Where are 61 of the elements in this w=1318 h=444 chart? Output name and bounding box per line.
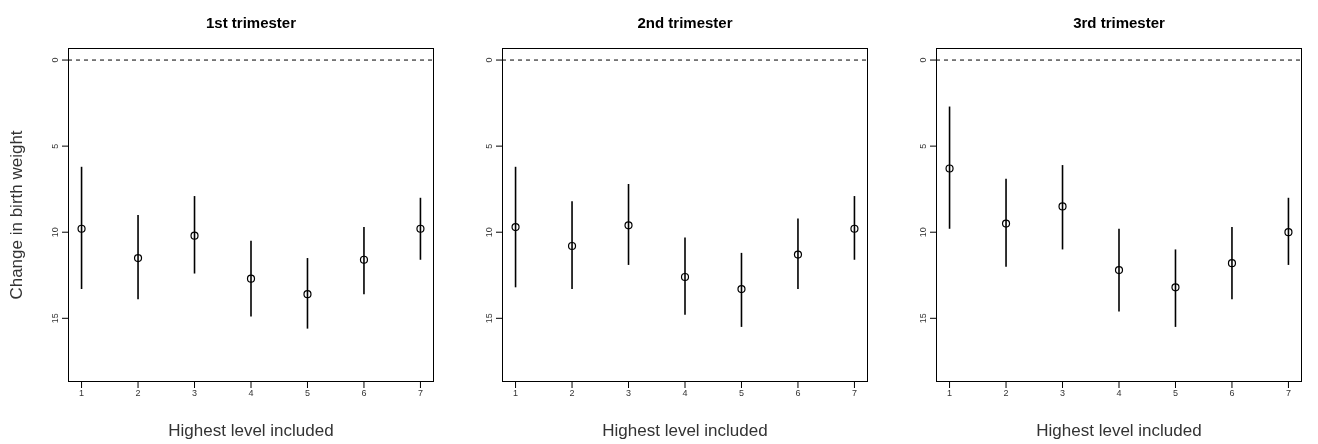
- x-tick-label: 5: [738, 388, 744, 399]
- y-tick-label: 10: [484, 227, 494, 238]
- y-tick-label: 5: [484, 143, 494, 149]
- x-axis-title: Highest level included: [168, 421, 334, 440]
- chart-title: 2nd trimester: [636, 13, 734, 33]
- point: [680, 272, 690, 282]
- x-tick-label: 4: [1116, 388, 1122, 399]
- point: [1058, 202, 1067, 211]
- point: [1171, 283, 1180, 292]
- point: [246, 274, 256, 283]
- y-axis-title: Change in birth weight: [7, 130, 27, 300]
- x-tick-label: 6: [795, 388, 801, 399]
- point: [945, 164, 954, 173]
- point: [793, 250, 803, 259]
- x-tick-label: 6: [1229, 388, 1235, 399]
- point: [624, 221, 633, 230]
- y-tick-label: 0: [50, 57, 60, 63]
- x-tick-label: 2: [569, 388, 575, 399]
- y-tick-label: 0: [918, 57, 928, 63]
- point: [133, 253, 143, 263]
- y-tick-label: 10: [50, 227, 60, 238]
- y-tick-label: 5: [918, 143, 928, 149]
- point: [359, 255, 369, 264]
- x-tick-label: 2: [1003, 388, 1009, 399]
- x-tick-label: 1: [947, 388, 953, 399]
- point: [416, 224, 425, 233]
- point: [1227, 259, 1237, 268]
- point: [1284, 228, 1293, 237]
- x-tick-label: 4: [248, 388, 254, 399]
- x-axis-title: Highest level included: [602, 421, 768, 440]
- point: [1114, 265, 1124, 275]
- point: [303, 290, 312, 299]
- y-tick-label: 5: [50, 143, 60, 149]
- point: [1001, 219, 1011, 228]
- x-tick-label: 3: [192, 388, 198, 399]
- y-tick-label: 15: [484, 313, 494, 324]
- x-tick-label: 1: [79, 388, 85, 399]
- point: [737, 284, 746, 294]
- x-tick-label: 5: [304, 388, 310, 399]
- y-tick-label: 0: [484, 57, 494, 63]
- point: [511, 222, 520, 232]
- x-tick-label: 6: [361, 388, 367, 399]
- x-tick-label: 1: [513, 388, 519, 399]
- point: [567, 241, 577, 251]
- x-axis-title: Highest level included: [1036, 421, 1202, 440]
- point: [77, 224, 86, 233]
- y-tick-label: 15: [50, 313, 60, 324]
- chart-title: 3rd trimester: [1072, 13, 1166, 33]
- x-tick-label: 7: [1285, 388, 1291, 399]
- x-tick-label: 5: [1172, 388, 1178, 399]
- point: [850, 224, 859, 233]
- x-tick-label: 2: [135, 388, 141, 399]
- y-tick-label: 10: [918, 227, 928, 238]
- point: [190, 231, 199, 240]
- x-tick-label: 4: [682, 388, 688, 399]
- x-tick-label: 3: [1060, 388, 1066, 399]
- x-tick-label: 7: [417, 388, 423, 399]
- x-tick-label: 7: [851, 388, 857, 399]
- chart-title: 1st trimester: [204, 13, 297, 33]
- y-tick-label: 15: [918, 313, 928, 324]
- x-tick-label: 3: [626, 388, 632, 399]
